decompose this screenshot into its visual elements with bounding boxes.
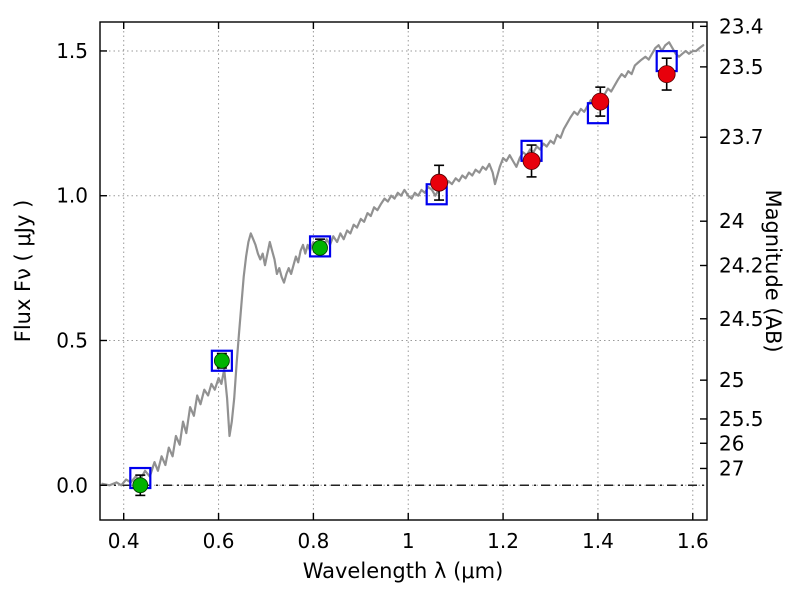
y-tick-label-left: 0.5 (56, 328, 88, 352)
y-tick-label-right: 27 (719, 456, 744, 480)
y-tick-label-left: 0.0 (56, 473, 88, 497)
observed-point-green (213, 352, 230, 369)
y-tick-label-right: 23.7 (719, 125, 764, 149)
observed-point-red (522, 152, 541, 170)
y-tick-label-right: 24 (719, 209, 744, 233)
y-tick-label-left: 1.0 (56, 184, 88, 208)
observed-point-red (591, 92, 610, 111)
y-axis-label-right: Magnitude (AB) (761, 189, 785, 352)
y-tick-label-right: 25 (719, 368, 744, 392)
y-tick-label-right: 23.4 (719, 14, 764, 38)
observed-point-green (312, 239, 328, 256)
x-tick-label: 1.2 (487, 529, 519, 553)
y-tick-label-right: 23.5 (719, 55, 764, 79)
y-tick-label-right: 25.5 (719, 407, 764, 431)
model-spectrum-line (101, 41, 705, 487)
y-tick-label-right: 24.5 (719, 307, 764, 331)
model-photometry-square (308, 235, 332, 258)
observed-point-red (430, 173, 448, 192)
x-tick-label: 0.4 (108, 529, 140, 553)
y-tick-label-right: 24.2 (719, 253, 764, 277)
x-tick-label: 1.6 (677, 529, 709, 553)
y-tick-label-left: 1.5 (56, 39, 88, 63)
chart-layer: 0.4 0.6 0.8 1 1.2 1.4 1.6 0.0 0.5 1.0 1.5 23.4 23.5 2… (56, 14, 763, 553)
observed-point-green (132, 477, 149, 494)
x-axis-label: Wavelength λ (μm) (303, 559, 504, 583)
x-tick-label: 0.8 (297, 529, 329, 553)
x-tick-label: 0.6 (203, 529, 235, 553)
y-axis-label-left: Flux Fν ( μJy ) (11, 200, 35, 343)
y-tick-label-right: 26 (719, 431, 744, 455)
axes-box (99, 21, 708, 521)
x-tick-label: 1 (402, 529, 415, 553)
x-tick-label: 1.4 (582, 529, 614, 553)
observed-point-red (657, 65, 676, 84)
model-photometry-square (210, 349, 233, 372)
